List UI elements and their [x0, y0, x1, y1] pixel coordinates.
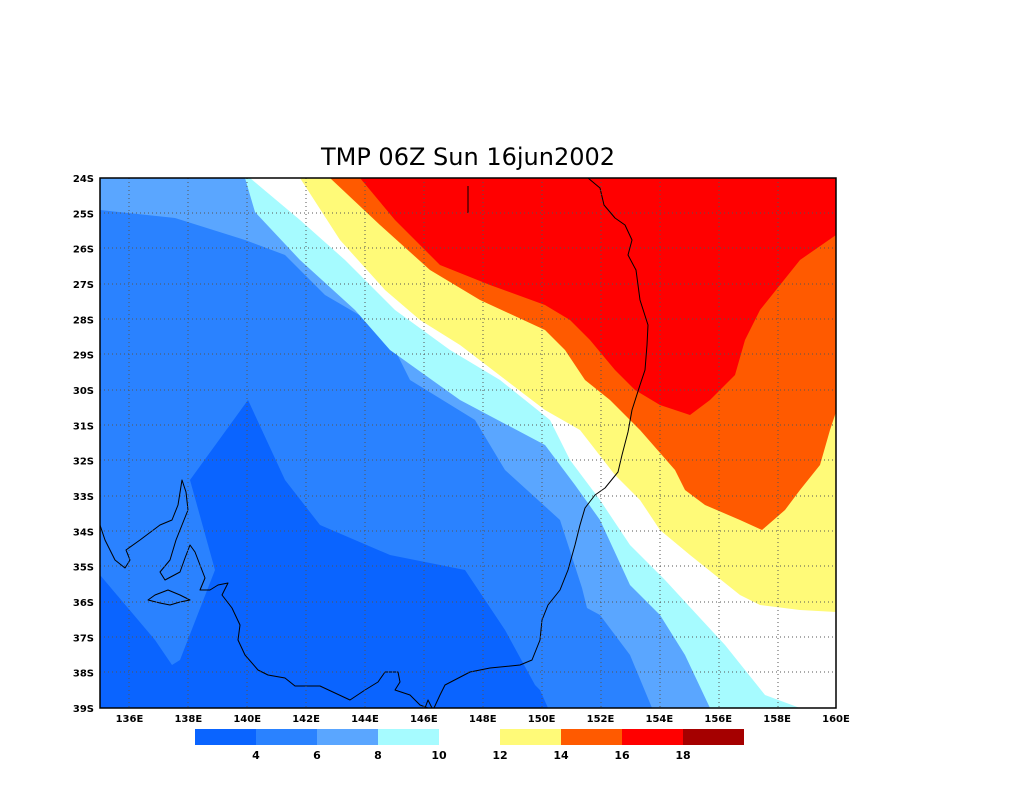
colorbar-swatch	[683, 729, 744, 745]
colorbar-label: 14	[553, 749, 569, 762]
colorbar-swatch	[561, 729, 622, 745]
lat-tick-label: 29S	[73, 351, 94, 362]
lon-tick-label: 148E	[469, 714, 497, 725]
lat-tick-label: 24S	[73, 174, 94, 185]
colorbar-swatch	[439, 729, 500, 745]
lat-tick-label: 27S	[73, 280, 94, 291]
temperature-field	[100, 178, 836, 708]
lat-tick-label: 30S	[73, 386, 94, 397]
lon-tick-label: 142E	[292, 714, 320, 725]
lon-tick-label: 160E	[822, 714, 850, 725]
colorbar-label: 12	[492, 749, 507, 762]
lat-tick-label: 25S	[73, 209, 94, 220]
lon-tick-label: 156E	[704, 714, 732, 725]
lat-tick-label: 28S	[73, 315, 94, 326]
lon-tick-label: 158E	[763, 714, 791, 725]
map-title: TMP 06Z Sun 16jun2002	[320, 143, 615, 171]
colorbar-swatch	[622, 729, 683, 745]
lon-tick-label: 150E	[528, 714, 556, 725]
lat-tick-label: 34S	[73, 527, 94, 538]
east-coastline	[433, 178, 649, 708]
ki-island-coastline	[147, 589, 191, 606]
tasmania-tip	[424, 699, 433, 708]
lon-tick-label: 146E	[410, 714, 438, 725]
lat-tick-label: 36S	[73, 598, 94, 609]
colorbar-swatch	[378, 729, 439, 745]
colorbar-label: 8	[374, 749, 382, 762]
lat-tick-label: 39S	[73, 704, 94, 715]
lat-tick-label: 37S	[73, 633, 94, 644]
longitude-tick-labels: 136E 138E 140E 142E 144E 146E 148E 150E 152E 154E…	[116, 714, 850, 725]
colorbar-label: 16	[614, 749, 630, 762]
lat-tick-label: 38S	[73, 669, 94, 680]
colorbar-swatch	[195, 729, 256, 745]
colorbar-swatch	[500, 729, 561, 745]
map-gridlines	[100, 178, 836, 708]
lon-tick-label: 144E	[351, 714, 379, 725]
lon-tick-label: 138E	[174, 714, 202, 725]
band-16-18	[360, 178, 836, 415]
lat-tick-label: 26S	[73, 245, 94, 256]
lon-tick-label: 140E	[233, 714, 261, 725]
lat-tick-label: 33S	[73, 492, 94, 503]
colorbar-label: 18	[675, 749, 690, 762]
colorbar-label: 10	[431, 749, 447, 762]
lat-tick-label: 31S	[73, 421, 94, 432]
latitude-tick-labels: 24S 25S 26S 27S 28S 29S 30S 31S 32S 33S 34S 35S 36S 3…	[73, 174, 94, 715]
colorbar: 4 6 8 10 12 14 16 18	[195, 729, 744, 762]
colorbar-label: 6	[313, 749, 321, 762]
colorbar-swatch	[256, 729, 317, 745]
lat-tick-label: 32S	[73, 457, 94, 468]
lon-tick-label: 154E	[646, 714, 674, 725]
plot-frame	[99, 177, 837, 709]
lon-tick-label: 152E	[587, 714, 615, 725]
colorbar-swatch	[317, 729, 378, 745]
lon-tick-label: 136E	[116, 714, 144, 725]
colorbar-label: 4	[252, 749, 260, 762]
lat-tick-label: 35S	[73, 563, 94, 574]
